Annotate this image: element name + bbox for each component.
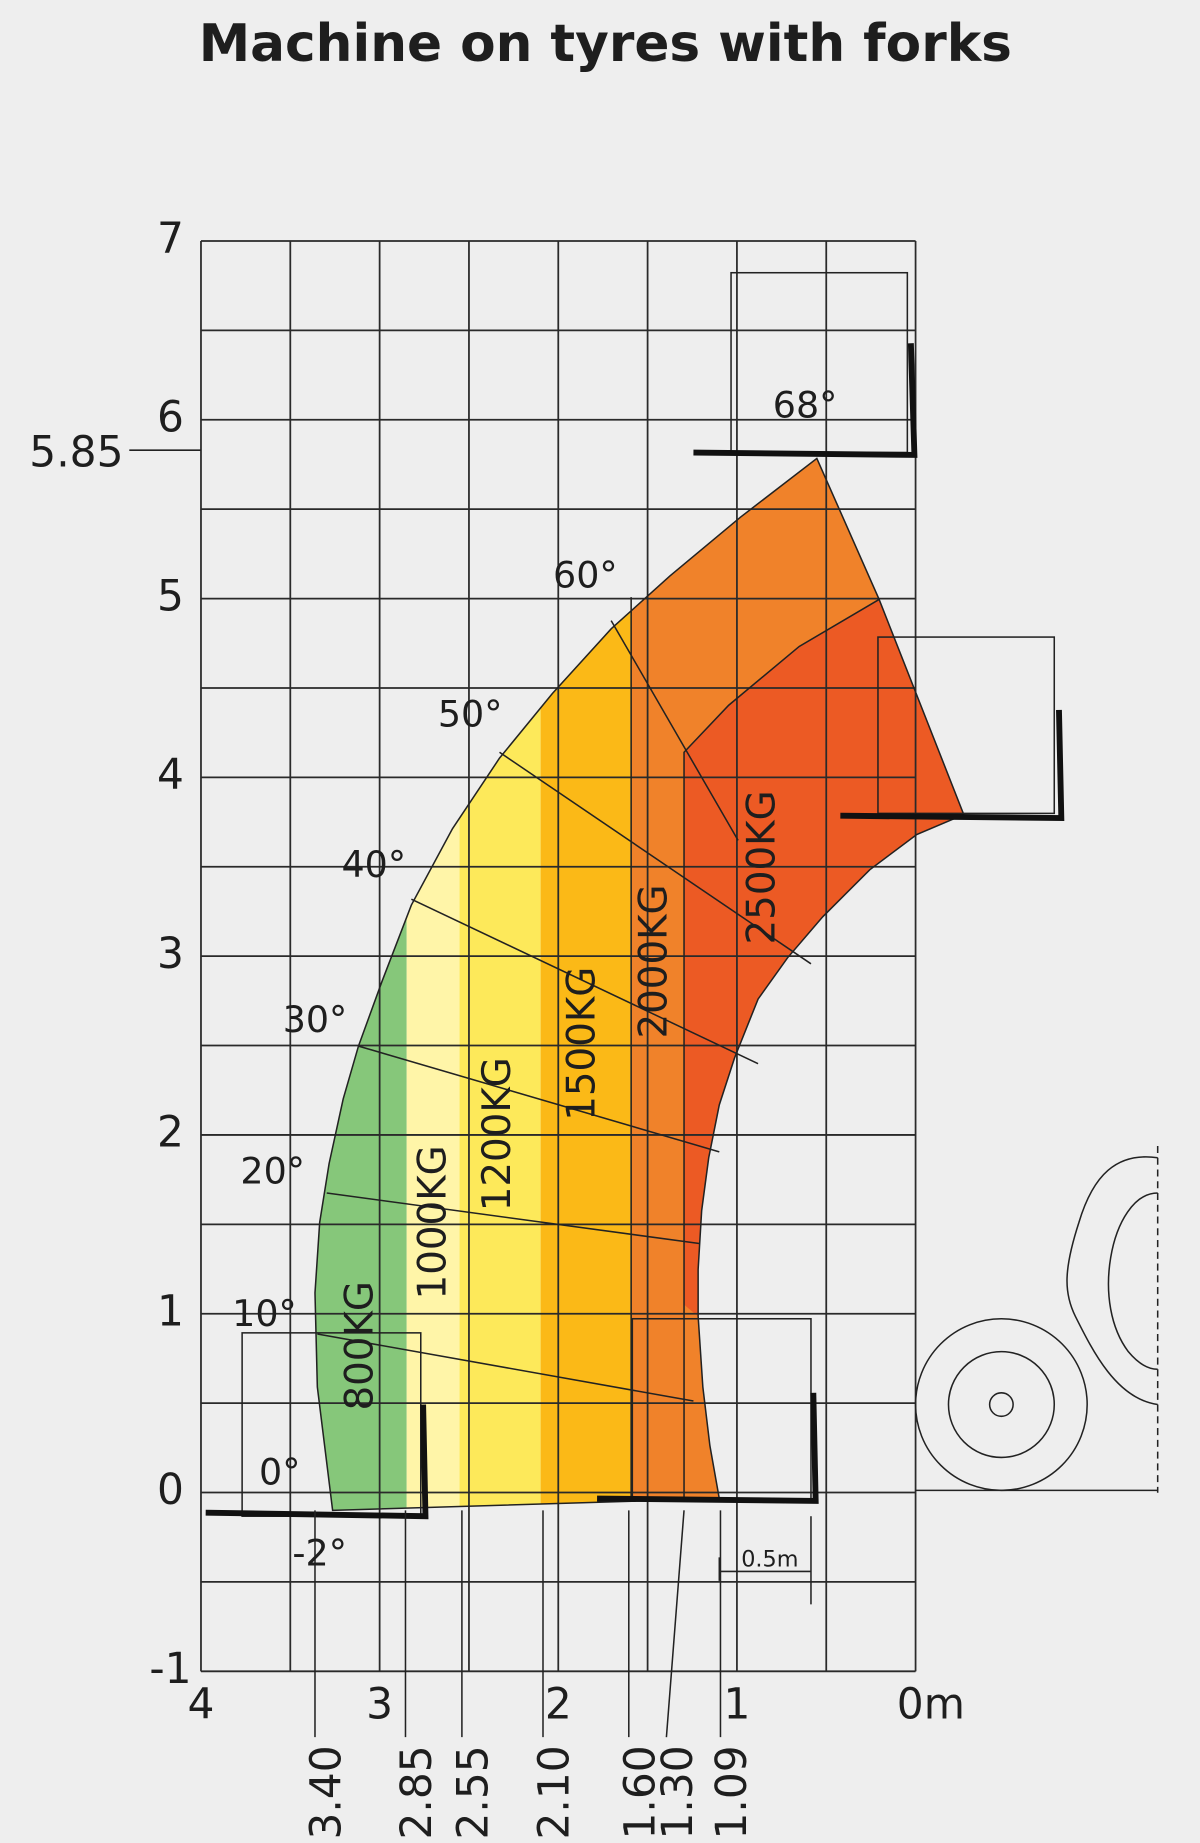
reach-label: 1.09 <box>707 1745 756 1839</box>
load-label: 1000KG <box>410 1145 455 1299</box>
cab <box>1066 1156 1158 1406</box>
title: Machine on tyres with forks <box>199 14 1012 74</box>
y-tick-label: 4 <box>157 750 184 799</box>
angle-label: 20° <box>240 1150 305 1193</box>
reach-label: 2.10 <box>530 1745 579 1839</box>
angle-label: 30° <box>283 998 348 1041</box>
angle-line <box>411 898 759 1065</box>
zone-boundary <box>683 598 880 1499</box>
angle-label: 40° <box>341 843 406 886</box>
load-label: 800KG <box>337 1281 382 1410</box>
x-tick-label: 4 <box>188 1679 215 1728</box>
reach-label: 1.30 <box>653 1745 702 1839</box>
y-tick-label: 6 <box>157 393 184 442</box>
angle-label: 60° <box>553 554 618 597</box>
x-tick-label: 1 <box>723 1679 750 1728</box>
angle-label: 50° <box>438 692 503 735</box>
load-label: 2500KG <box>739 790 784 944</box>
load-frame <box>877 636 1056 815</box>
wheel <box>947 1350 1056 1459</box>
y-tick-label: 5 <box>157 571 184 620</box>
fork <box>205 1404 429 1520</box>
x-tick-label: 3 <box>366 1679 393 1728</box>
y-tick-label: 1 <box>157 1286 184 1335</box>
wheel <box>988 1392 1014 1418</box>
angle-line <box>317 1333 694 1402</box>
fork <box>840 709 1065 822</box>
fork <box>693 343 918 458</box>
y-tick-label: 7 <box>157 214 184 263</box>
reach-label: 3.40 <box>302 1745 351 1839</box>
cab <box>1107 1192 1158 1371</box>
height-mark: 5.85 <box>29 428 123 477</box>
y-tick-label: -1 <box>149 1644 191 1693</box>
y-tick-label: 0 <box>157 1465 184 1514</box>
load-label: 2000KG <box>631 884 676 1038</box>
y-tick-label: 2 <box>157 1108 184 1157</box>
load-zone <box>684 599 964 1317</box>
load-label: 1500KG <box>560 967 605 1121</box>
angle-line <box>499 751 812 965</box>
x-tick-label: 0m <box>897 1679 965 1728</box>
angle-line <box>326 1192 700 1245</box>
scale-label: 0.5m <box>741 1547 798 1573</box>
angle-line <box>358 1045 720 1153</box>
angle-line <box>610 620 739 841</box>
reach-label: 2.55 <box>449 1745 498 1839</box>
y-tick-label: 3 <box>157 929 184 978</box>
angle-label: 10° <box>232 1292 297 1335</box>
reach-line <box>665 1510 685 1738</box>
angle-label: 0° <box>259 1450 300 1493</box>
angle-label: -2° <box>292 1532 347 1575</box>
load-label: 1200KG <box>475 1057 520 1211</box>
reach-label: 2.85 <box>392 1745 441 1839</box>
fork <box>597 1392 819 1504</box>
overlay: 7 6 5 4 3 2 1 0 -1 5.85 4 3 2 1 0m 3.40 2.85 2.55 2.10 1.60… <box>29 214 1159 1840</box>
x-tick-label: 2 <box>545 1679 572 1728</box>
reach-label: 1.60 <box>615 1745 664 1839</box>
angle-label: 68° <box>773 383 838 426</box>
